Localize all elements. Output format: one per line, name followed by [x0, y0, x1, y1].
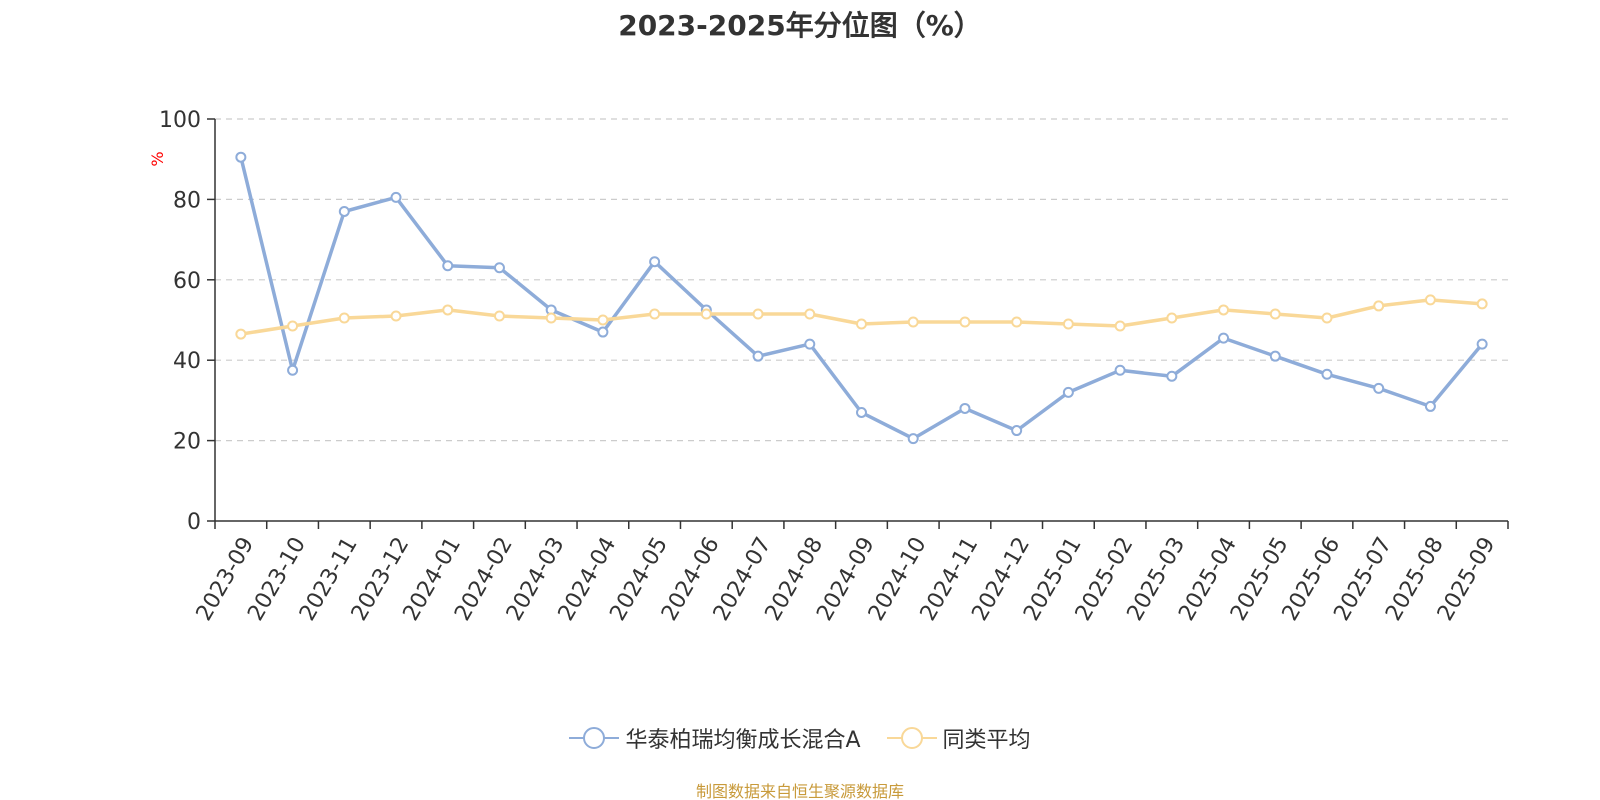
data-point-fund	[804, 338, 816, 350]
data-point-peer-average	[442, 304, 454, 316]
data-point-peer-average	[959, 316, 971, 328]
data-point-fund	[1321, 368, 1333, 380]
data-point-fund	[287, 364, 299, 376]
data-point-peer-average	[1011, 316, 1023, 328]
data-point-peer-average	[545, 312, 557, 324]
data-point-fund	[959, 402, 971, 414]
data-point-fund	[1114, 364, 1126, 376]
data-point-fund	[1424, 400, 1436, 412]
data-point-peer-average	[1062, 318, 1074, 330]
data-point-peer-average	[1114, 320, 1126, 332]
legend-item-peer-average[interactable]: 同类平均	[886, 722, 1031, 754]
data-point-peer-average	[390, 310, 402, 322]
data-point-fund	[1166, 370, 1178, 382]
y-tick-label: 100	[159, 108, 201, 133]
data-point-fund	[1476, 338, 1488, 350]
legend-marker-fund	[569, 727, 620, 749]
data-point-fund	[1218, 332, 1230, 344]
data-point-fund	[856, 406, 867, 418]
data-point-peer-average	[804, 308, 816, 320]
data-point-peer-average	[493, 310, 505, 322]
data-point-fund	[1011, 425, 1023, 437]
data-point-fund	[1269, 350, 1281, 362]
data-point-fund	[493, 262, 505, 274]
y-tick-label: 60	[173, 269, 201, 294]
legend-marker-peer-average	[886, 727, 937, 749]
data-point-peer-average	[1424, 294, 1436, 306]
data-point-peer-average	[287, 320, 299, 332]
line-chart: 020406080100%2023-092023-102023-112023-1…	[148, 108, 1509, 625]
data-point-peer-average	[597, 314, 609, 326]
data-point-peer-average	[1373, 300, 1385, 312]
chart-title: 2023-2025年分位图（%）	[618, 9, 982, 42]
data-point-peer-average	[1218, 304, 1230, 316]
data-point-peer-average	[1321, 312, 1333, 324]
data-point-peer-average	[752, 308, 764, 320]
data-point-peer-average	[700, 308, 712, 320]
y-tick-label: 20	[173, 430, 201, 455]
y-tick-label: 40	[173, 349, 201, 374]
legend: 华泰柏瑞均衡成长混合A 同类平均	[0, 722, 1600, 754]
data-point-fund	[442, 260, 454, 272]
data-point-peer-average	[1476, 298, 1488, 310]
data-point-fund	[1062, 386, 1074, 398]
data-point-fund	[907, 433, 919, 445]
legend-label-fund: 华泰柏瑞均衡成长混合A	[625, 728, 861, 753]
data-point-fund	[1373, 382, 1385, 394]
y-axis-label: %	[148, 151, 167, 166]
data-point-peer-average	[649, 308, 661, 320]
data-point-peer-average	[856, 318, 867, 330]
data-source-note: 制图数据来自恒生聚源数据库	[695, 782, 904, 800]
legend-label-peer-average: 同类平均	[942, 728, 1031, 753]
data-point-fund	[235, 151, 247, 163]
data-point-fund	[338, 205, 350, 217]
data-point-fund	[390, 191, 402, 203]
y-tick-label: 80	[173, 188, 201, 213]
data-point-peer-average	[907, 316, 919, 328]
data-point-peer-average	[235, 328, 247, 340]
data-point-peer-average	[338, 312, 350, 324]
data-point-peer-average	[1166, 312, 1178, 324]
y-tick-label: 0	[187, 510, 201, 535]
data-point-fund	[649, 256, 661, 268]
data-point-fund	[752, 350, 764, 362]
legend-item-fund[interactable]: 华泰柏瑞均衡成长混合A	[569, 722, 861, 754]
data-point-fund	[597, 326, 609, 338]
data-point-peer-average	[1269, 308, 1281, 320]
